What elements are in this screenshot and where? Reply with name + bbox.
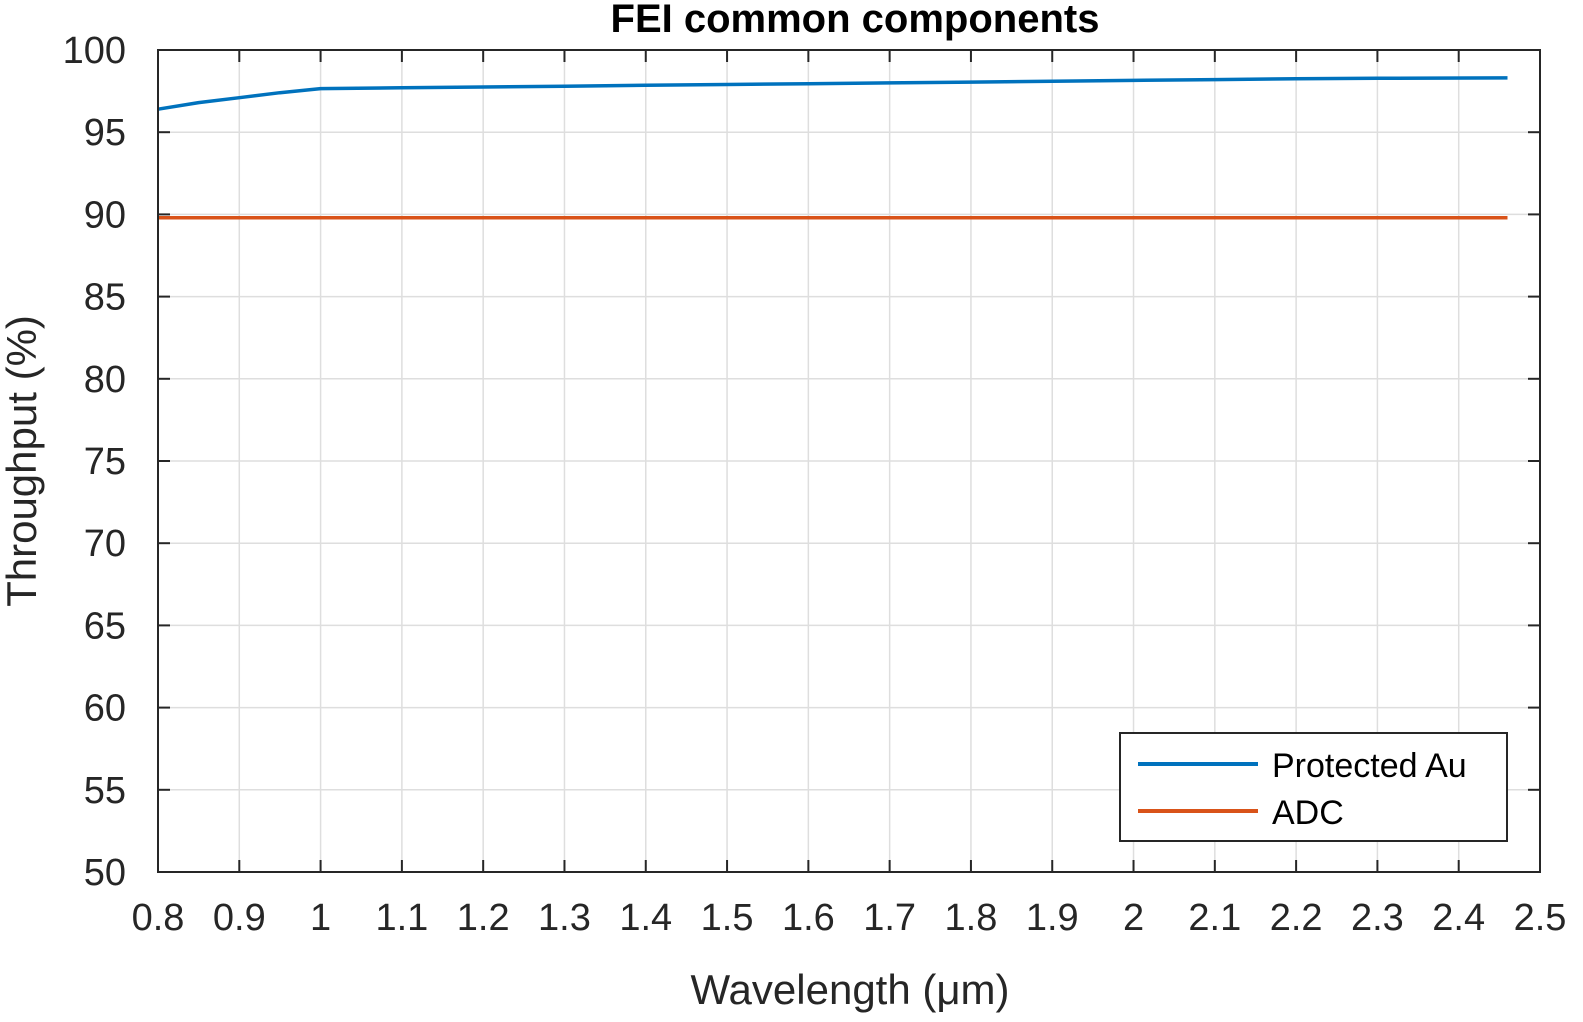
x-tick-label: 1.1 [375, 897, 428, 939]
x-tick-label: 2 [1123, 897, 1144, 939]
x-tick-label: 1.9 [1026, 897, 1079, 939]
tick-labels: 0.8 0.9 1 1.1 1.2 1.3 1.4 1.5 1.6 1.7 1.8 1.9 2 2.1 2.… [63, 30, 1567, 939]
x-tick-label: 2.3 [1351, 897, 1404, 939]
y-axis-title: Throughput (%) [0, 315, 45, 607]
x-tick-label: 1.7 [863, 897, 916, 939]
x-tick-label: 2.1 [1188, 897, 1241, 939]
chart-title: FEI common components [611, 0, 1100, 41]
axes [157, 49, 1541, 873]
legend: Protected Au ADC [1119, 732, 1508, 842]
y-tick-label: 75 [84, 441, 126, 483]
y-tick-label: 95 [84, 112, 126, 154]
x-tick-label: 2.5 [1514, 897, 1567, 939]
x-tick-label: 1.4 [619, 897, 672, 939]
y-tick-label: 65 [84, 605, 126, 647]
x-tick-label: 2.4 [1432, 897, 1485, 939]
y-tick-label: 70 [84, 523, 126, 565]
series-layer [157, 76, 1508, 220]
x-tick-label: 1.6 [782, 897, 835, 939]
x-tick-label: 0.9 [213, 897, 266, 939]
axes-box [157, 49, 1541, 873]
y-tick-label: 90 [84, 194, 126, 236]
x-tick-label: 1.5 [701, 897, 754, 939]
y-tick-label: 100 [63, 30, 126, 72]
y-tick-label: 80 [84, 359, 126, 401]
x-tick-label: 1.8 [945, 897, 998, 939]
x-tick-label: 0.8 [132, 897, 185, 939]
legend-box [1119, 732, 1508, 842]
y-tick-label: 60 [84, 688, 126, 730]
x-axis-title: Wavelength (μm) [690, 966, 1009, 1013]
legend-label-adc: ADC [1272, 794, 1344, 832]
x-tick-label: 2.2 [1270, 897, 1323, 939]
y-tick-label: 85 [84, 277, 126, 319]
x-tick-label: 1.2 [457, 897, 510, 939]
y-tick-label: 50 [84, 852, 126, 894]
x-tick-label: 1.3 [538, 897, 591, 939]
y-tick-label: 55 [84, 770, 126, 812]
series-line-protected-au [157, 76, 1508, 111]
x-tick-label: 1 [310, 897, 331, 939]
legend-label-protected-au: Protected Au [1272, 747, 1467, 785]
